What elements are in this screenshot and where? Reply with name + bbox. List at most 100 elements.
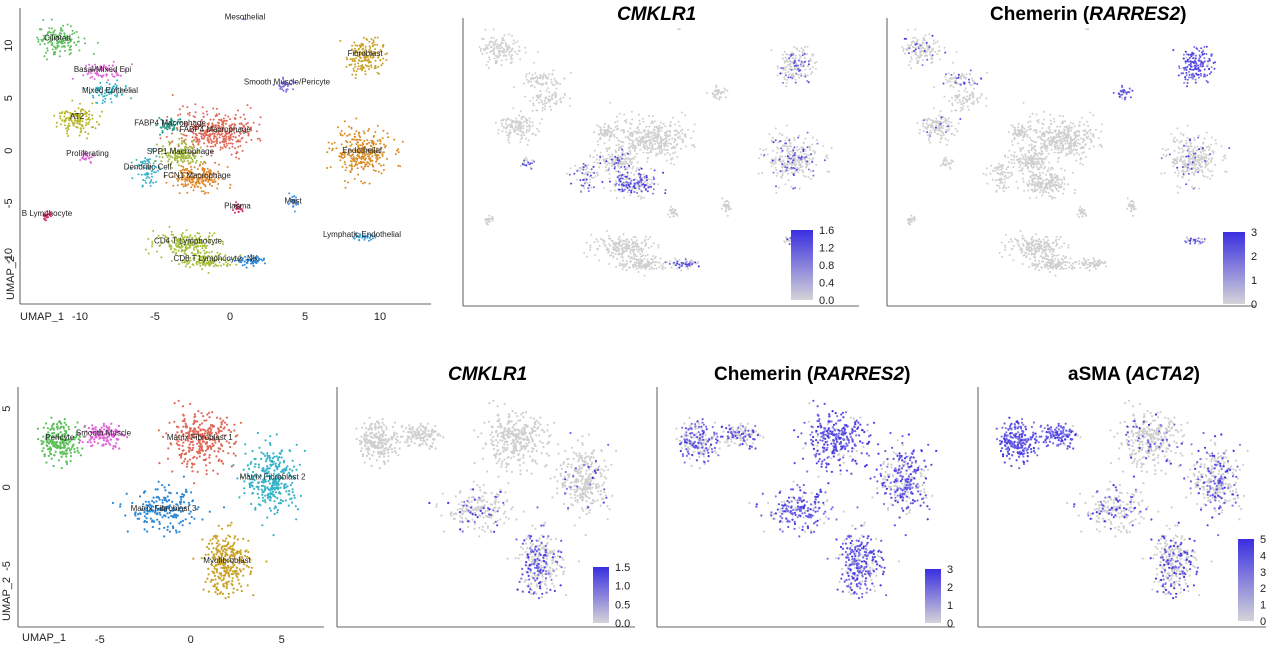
expressing-cell-point xyxy=(528,163,531,166)
cell-point xyxy=(793,164,796,167)
cell-point xyxy=(629,150,632,153)
cell-point xyxy=(625,160,628,163)
expressing-cell-point xyxy=(789,236,792,239)
cell-point xyxy=(635,267,638,270)
cell-point xyxy=(221,177,224,180)
cell-point xyxy=(255,258,258,261)
cell-point xyxy=(197,260,200,263)
cell-point xyxy=(235,156,238,159)
cell-point xyxy=(215,137,218,140)
cell-point xyxy=(599,138,602,140)
cell-point xyxy=(979,96,982,99)
cell-point xyxy=(63,120,66,123)
cell-point xyxy=(592,156,595,159)
cell-point xyxy=(607,124,610,127)
cell-point xyxy=(216,187,219,190)
cell-point xyxy=(155,155,158,158)
cell-point xyxy=(180,158,183,161)
cell-point xyxy=(765,148,767,151)
cell-point xyxy=(355,139,358,141)
cell-point xyxy=(785,82,788,84)
cell-point xyxy=(225,261,227,264)
cell-point xyxy=(201,137,203,140)
expressing-cell-point xyxy=(791,77,794,80)
cell-point xyxy=(910,58,913,61)
cell-point xyxy=(363,158,366,161)
cell-point xyxy=(482,37,485,40)
cell-point xyxy=(198,173,201,175)
cell-point xyxy=(326,151,329,154)
cell-point xyxy=(522,121,525,124)
cluster-label: Fibroblast xyxy=(347,49,383,58)
cell-point xyxy=(48,30,51,33)
cell-point xyxy=(131,63,133,66)
cell-point xyxy=(771,162,774,165)
cell-point xyxy=(218,113,220,115)
cell-point xyxy=(618,235,621,238)
cell-point xyxy=(71,99,74,102)
cell-point xyxy=(355,70,358,73)
cell-point xyxy=(340,143,343,146)
cell-point xyxy=(510,121,513,124)
cell-point xyxy=(629,252,632,255)
cell-point xyxy=(514,41,517,44)
cell-point xyxy=(776,74,779,77)
cell-point xyxy=(954,75,957,78)
cell-point xyxy=(621,252,624,255)
cell-point xyxy=(278,85,281,88)
cell-point xyxy=(528,72,531,75)
cell-point xyxy=(484,28,487,31)
cell-point xyxy=(970,84,973,87)
cell-point xyxy=(199,176,202,179)
cell-point xyxy=(623,239,626,242)
cell-point xyxy=(615,266,618,268)
cell-point xyxy=(352,51,355,54)
expressing-cell-point xyxy=(802,150,805,153)
cell-point xyxy=(725,207,728,210)
cell-point xyxy=(210,142,213,145)
cell-point xyxy=(96,88,99,91)
cell-point xyxy=(670,266,673,269)
cell-point xyxy=(88,121,91,124)
cell-point xyxy=(63,115,66,118)
cell-point xyxy=(518,45,521,48)
cell-point xyxy=(934,129,937,132)
cell-point xyxy=(551,94,554,97)
cell-point xyxy=(67,44,70,47)
cell-point xyxy=(66,34,69,37)
cell-point xyxy=(40,28,43,31)
cell-point xyxy=(932,42,935,45)
cell-point xyxy=(605,147,608,150)
cell-point xyxy=(916,121,919,124)
cell-point xyxy=(365,56,368,59)
cell-point xyxy=(809,72,812,75)
cell-point xyxy=(259,139,262,142)
cell-point xyxy=(187,239,190,242)
cell-point xyxy=(652,242,655,245)
expressing-cell-point xyxy=(789,76,792,79)
cell-point xyxy=(71,113,74,115)
cell-point xyxy=(192,248,195,251)
cell-point xyxy=(374,64,377,67)
cell-point xyxy=(718,96,721,99)
cell-point xyxy=(168,143,171,146)
cell-point xyxy=(589,248,592,251)
cell-point xyxy=(185,151,188,154)
cell-point xyxy=(130,167,132,170)
cell-point xyxy=(657,183,659,186)
cell-point xyxy=(637,174,640,177)
cell-point xyxy=(386,157,388,160)
cell-point xyxy=(345,140,348,142)
cell-point xyxy=(331,142,333,145)
cell-point xyxy=(206,244,208,247)
cell-point xyxy=(91,76,94,78)
cell-point xyxy=(209,126,212,129)
cell-point xyxy=(583,252,586,254)
expressing-cell-point xyxy=(782,67,784,70)
cell-point xyxy=(230,153,233,156)
cell-point xyxy=(374,152,377,155)
cell-point xyxy=(173,152,176,155)
cell-point xyxy=(528,80,531,82)
expressing-cell-point xyxy=(780,147,783,150)
cell-point xyxy=(667,213,669,216)
